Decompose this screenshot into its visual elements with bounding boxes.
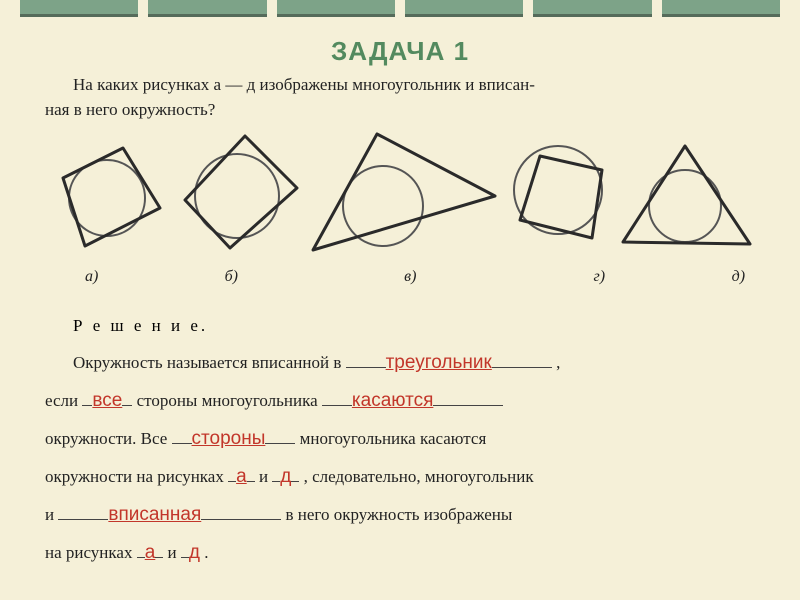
fig-label-e: д)	[682, 268, 745, 286]
bar-segment	[277, 0, 395, 17]
answer-7: вписанная	[108, 504, 201, 525]
page-title: ЗАДАЧА 1	[0, 36, 800, 67]
fig-label-b: б)	[185, 268, 325, 286]
answer-6: д	[280, 466, 291, 487]
answer-1: треугольник	[386, 352, 492, 373]
answer-4: стороны	[192, 428, 266, 449]
solution-text: Окружность называется вписанной в треуго…	[45, 344, 755, 572]
bar-segment	[533, 0, 651, 17]
content-area: На каких рисунках а — д изображены много…	[0, 73, 800, 572]
answer-2: все	[92, 390, 122, 411]
figure-labels: а) б) в) г) д)	[45, 268, 755, 286]
answer-3: касаются	[352, 390, 433, 411]
fig-label-c: в)	[324, 268, 553, 286]
answer-9: д	[189, 542, 200, 563]
bar-segment	[148, 0, 266, 17]
figures-row: а) б) в) г) д)	[45, 128, 755, 298]
top-decor-bar	[0, 0, 800, 28]
answer-8: а	[145, 542, 156, 563]
figures-svg	[45, 128, 755, 268]
fig-label-d: г)	[554, 268, 682, 286]
fig-label-a: а)	[55, 268, 185, 286]
answer-5: а	[236, 466, 247, 487]
bar-segment	[662, 0, 780, 17]
bar-segment	[405, 0, 523, 17]
bar-segment	[20, 0, 138, 17]
question-text: На каких рисунках а — д изображены много…	[45, 73, 755, 122]
question-line2: ная в него окружность?	[45, 100, 215, 119]
solution-heading: Р е ш е н и е.	[45, 316, 755, 336]
question-line1: На каких рисунках а — д изображены много…	[73, 75, 535, 94]
